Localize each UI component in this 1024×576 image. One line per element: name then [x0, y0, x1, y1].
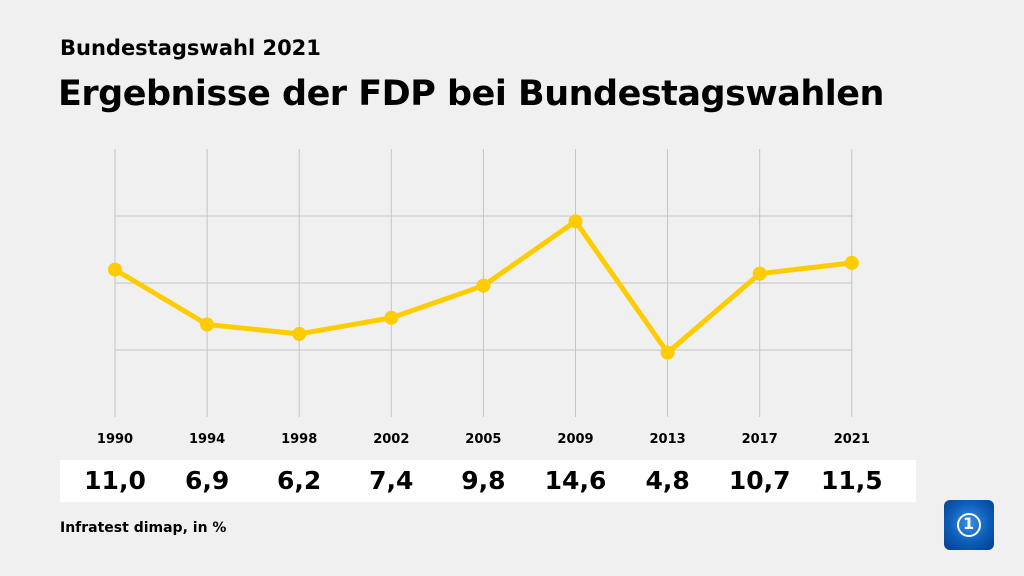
tagesschau-logo-icon: 1	[944, 500, 994, 550]
source-note: Infratest dimap, in %	[60, 520, 227, 536]
line-chart: 1990 1994 1998 2002 2005 2009 2013 2017 2021	[97, 149, 870, 447]
chart-subtitle: Bundestagswahl 2021	[60, 36, 321, 60]
data-point	[200, 317, 215, 332]
data-label: 10,7	[728, 466, 791, 495]
x-tick-label: 2021	[834, 432, 870, 447]
data-point	[752, 266, 767, 281]
data-point	[844, 255, 859, 270]
data-point	[660, 345, 675, 360]
data-point	[384, 310, 399, 325]
x-tick-label: 1994	[189, 432, 225, 447]
x-tick-label: 1998	[281, 432, 317, 447]
data-point	[476, 278, 491, 293]
data-label: 6,2	[277, 466, 322, 495]
data-label: 4,8	[645, 466, 690, 495]
value-label-bar: 11,0 6,9 6,2 7,4 9,8 14,6 4,8 10,7 11,5	[60, 460, 916, 502]
x-tick-label: 2017	[742, 432, 778, 447]
x-tick-label: 2002	[373, 432, 409, 447]
x-tick-label: 2005	[465, 432, 501, 447]
data-label: 11,5	[820, 466, 883, 495]
data-point	[568, 214, 583, 229]
data-point	[108, 262, 122, 277]
data-label: 11,0	[84, 466, 146, 495]
data-label: 6,9	[184, 466, 230, 495]
data-label: 14,6	[544, 466, 607, 495]
x-tick-label: 1990	[97, 432, 133, 447]
data-label: 7,4	[369, 466, 414, 495]
data-label: 9,8	[461, 466, 506, 495]
x-tick-label: 2009	[557, 432, 593, 447]
x-tick-label: 2013	[650, 432, 686, 447]
data-point	[292, 326, 307, 341]
chart-title: Ergebnisse der FDP bei Bundestagswahlen	[58, 74, 884, 114]
